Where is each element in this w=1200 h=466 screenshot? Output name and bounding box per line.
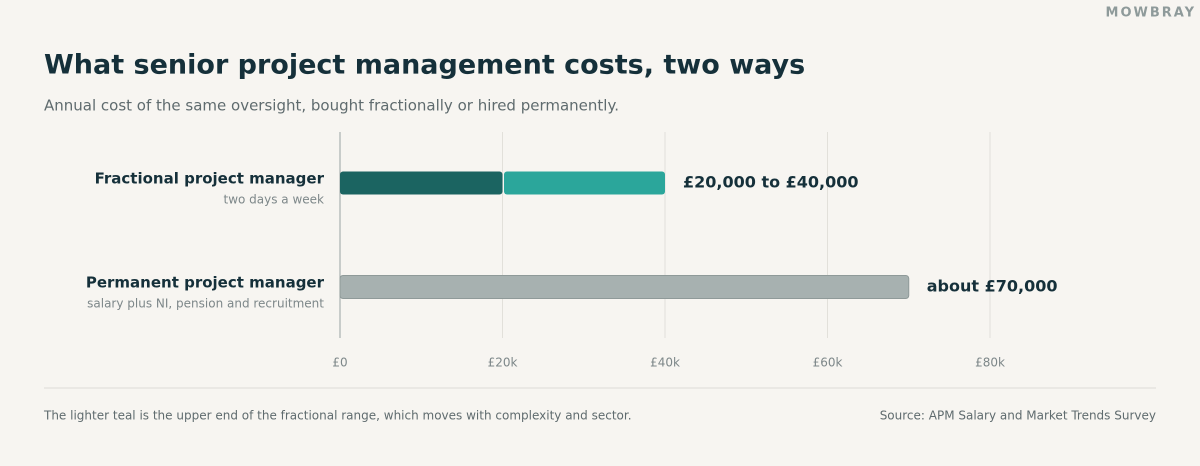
category-sublabel: salary plus NI, pension and recruitment [87, 297, 324, 311]
bar-label: about £70,000 [927, 277, 1058, 296]
brand: MOWBRAY [1106, 6, 1196, 21]
x-tick-label: £20k [488, 356, 518, 370]
x-tick-label: £40k [650, 356, 680, 370]
bar-segment [340, 171, 503, 195]
source: Source: APM Salary and Market Trends Sur… [880, 409, 1156, 423]
bar-segment [339, 275, 910, 299]
chart-title: What senior project management costs, tw… [44, 50, 805, 81]
bar-label: £20,000 to £40,000 [683, 173, 859, 192]
x-tick-label: £0 [332, 356, 347, 370]
category-label: Permanent project manager [86, 274, 325, 292]
category-sublabel: two days a week [223, 193, 324, 207]
x-tick-label: £80k [975, 356, 1005, 370]
category-label: Fractional project manager [95, 170, 325, 188]
footnote: The lighter teal is the upper end of the… [43, 409, 632, 423]
x-tick-label: £60k [813, 356, 843, 370]
bar-segment [504, 171, 665, 195]
chart-subtitle: Annual cost of the same oversight, bough… [44, 97, 619, 115]
